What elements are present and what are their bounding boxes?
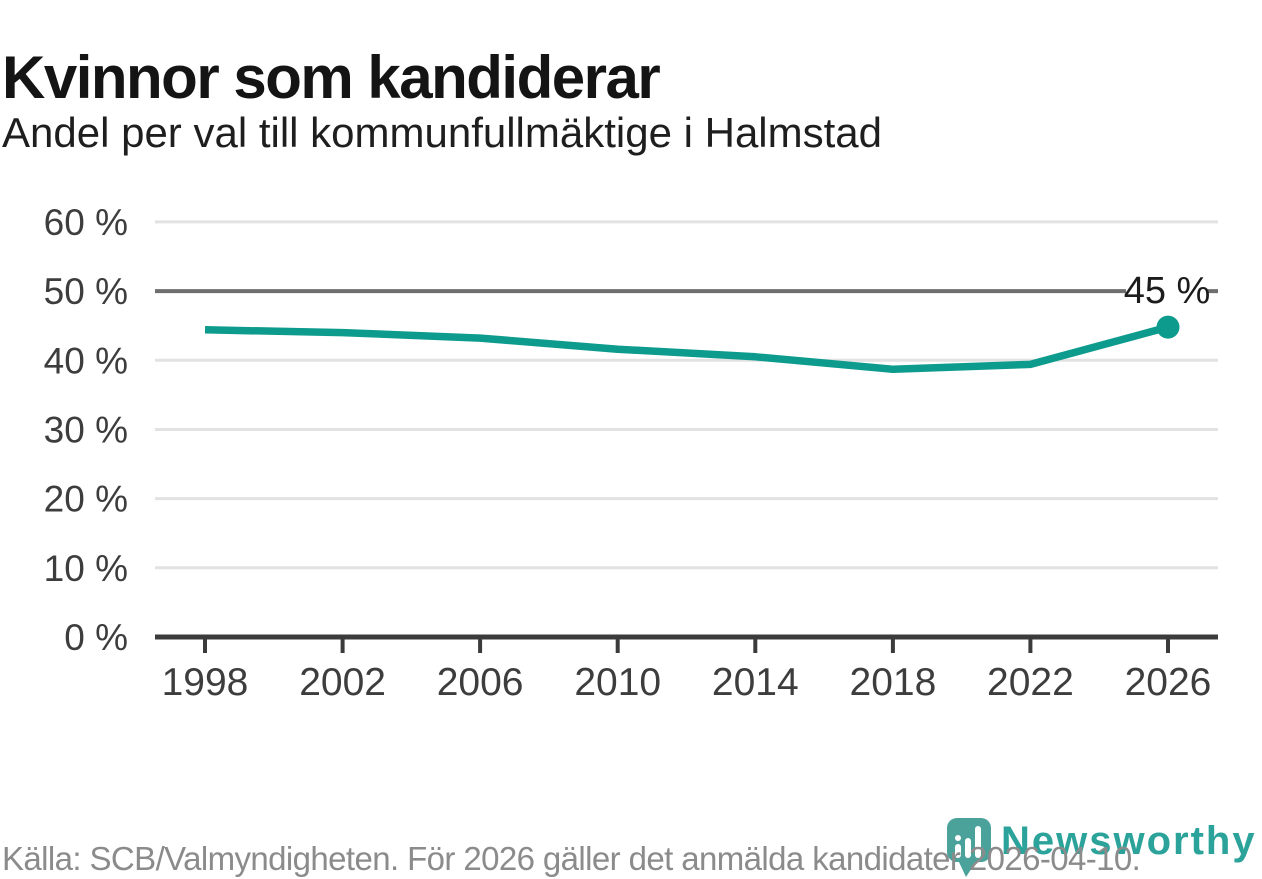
y-tick-label: 0 %	[64, 617, 128, 658]
x-tick-label: 1998	[162, 661, 249, 704]
x-tick-label: 2018	[850, 661, 937, 704]
x-tick-label: 2002	[299, 661, 386, 704]
x-tick-label: 2026	[1125, 661, 1212, 704]
end-label-mask	[1126, 272, 1208, 306]
source-note: Källa: SCB/Valmyndigheten. För 2026 gäll…	[2, 840, 1141, 877]
end-point-label: 45 %	[1124, 270, 1211, 312]
data-line	[204, 323, 1169, 374]
chart-title: Kvinnor som kandiderar	[2, 44, 661, 112]
y-tick-label: 20 %	[44, 479, 128, 520]
x-tick-label: 2010	[574, 661, 661, 704]
chart-subtitle: Andel per val till kommunfullmäktige i H…	[2, 109, 883, 156]
x-tick-label: 2006	[437, 661, 524, 704]
x-tick-label: 2022	[987, 661, 1074, 704]
x-tick-label: 2014	[712, 661, 799, 704]
y-tick-label: 10 %	[44, 548, 128, 589]
end-point-marker	[1156, 315, 1180, 339]
y-tick-label: 30 %	[44, 410, 128, 451]
y-tick-label: 50 %	[44, 271, 128, 312]
y-tick-label: 40 %	[44, 340, 128, 381]
y-tick-label: 60 %	[44, 202, 128, 243]
